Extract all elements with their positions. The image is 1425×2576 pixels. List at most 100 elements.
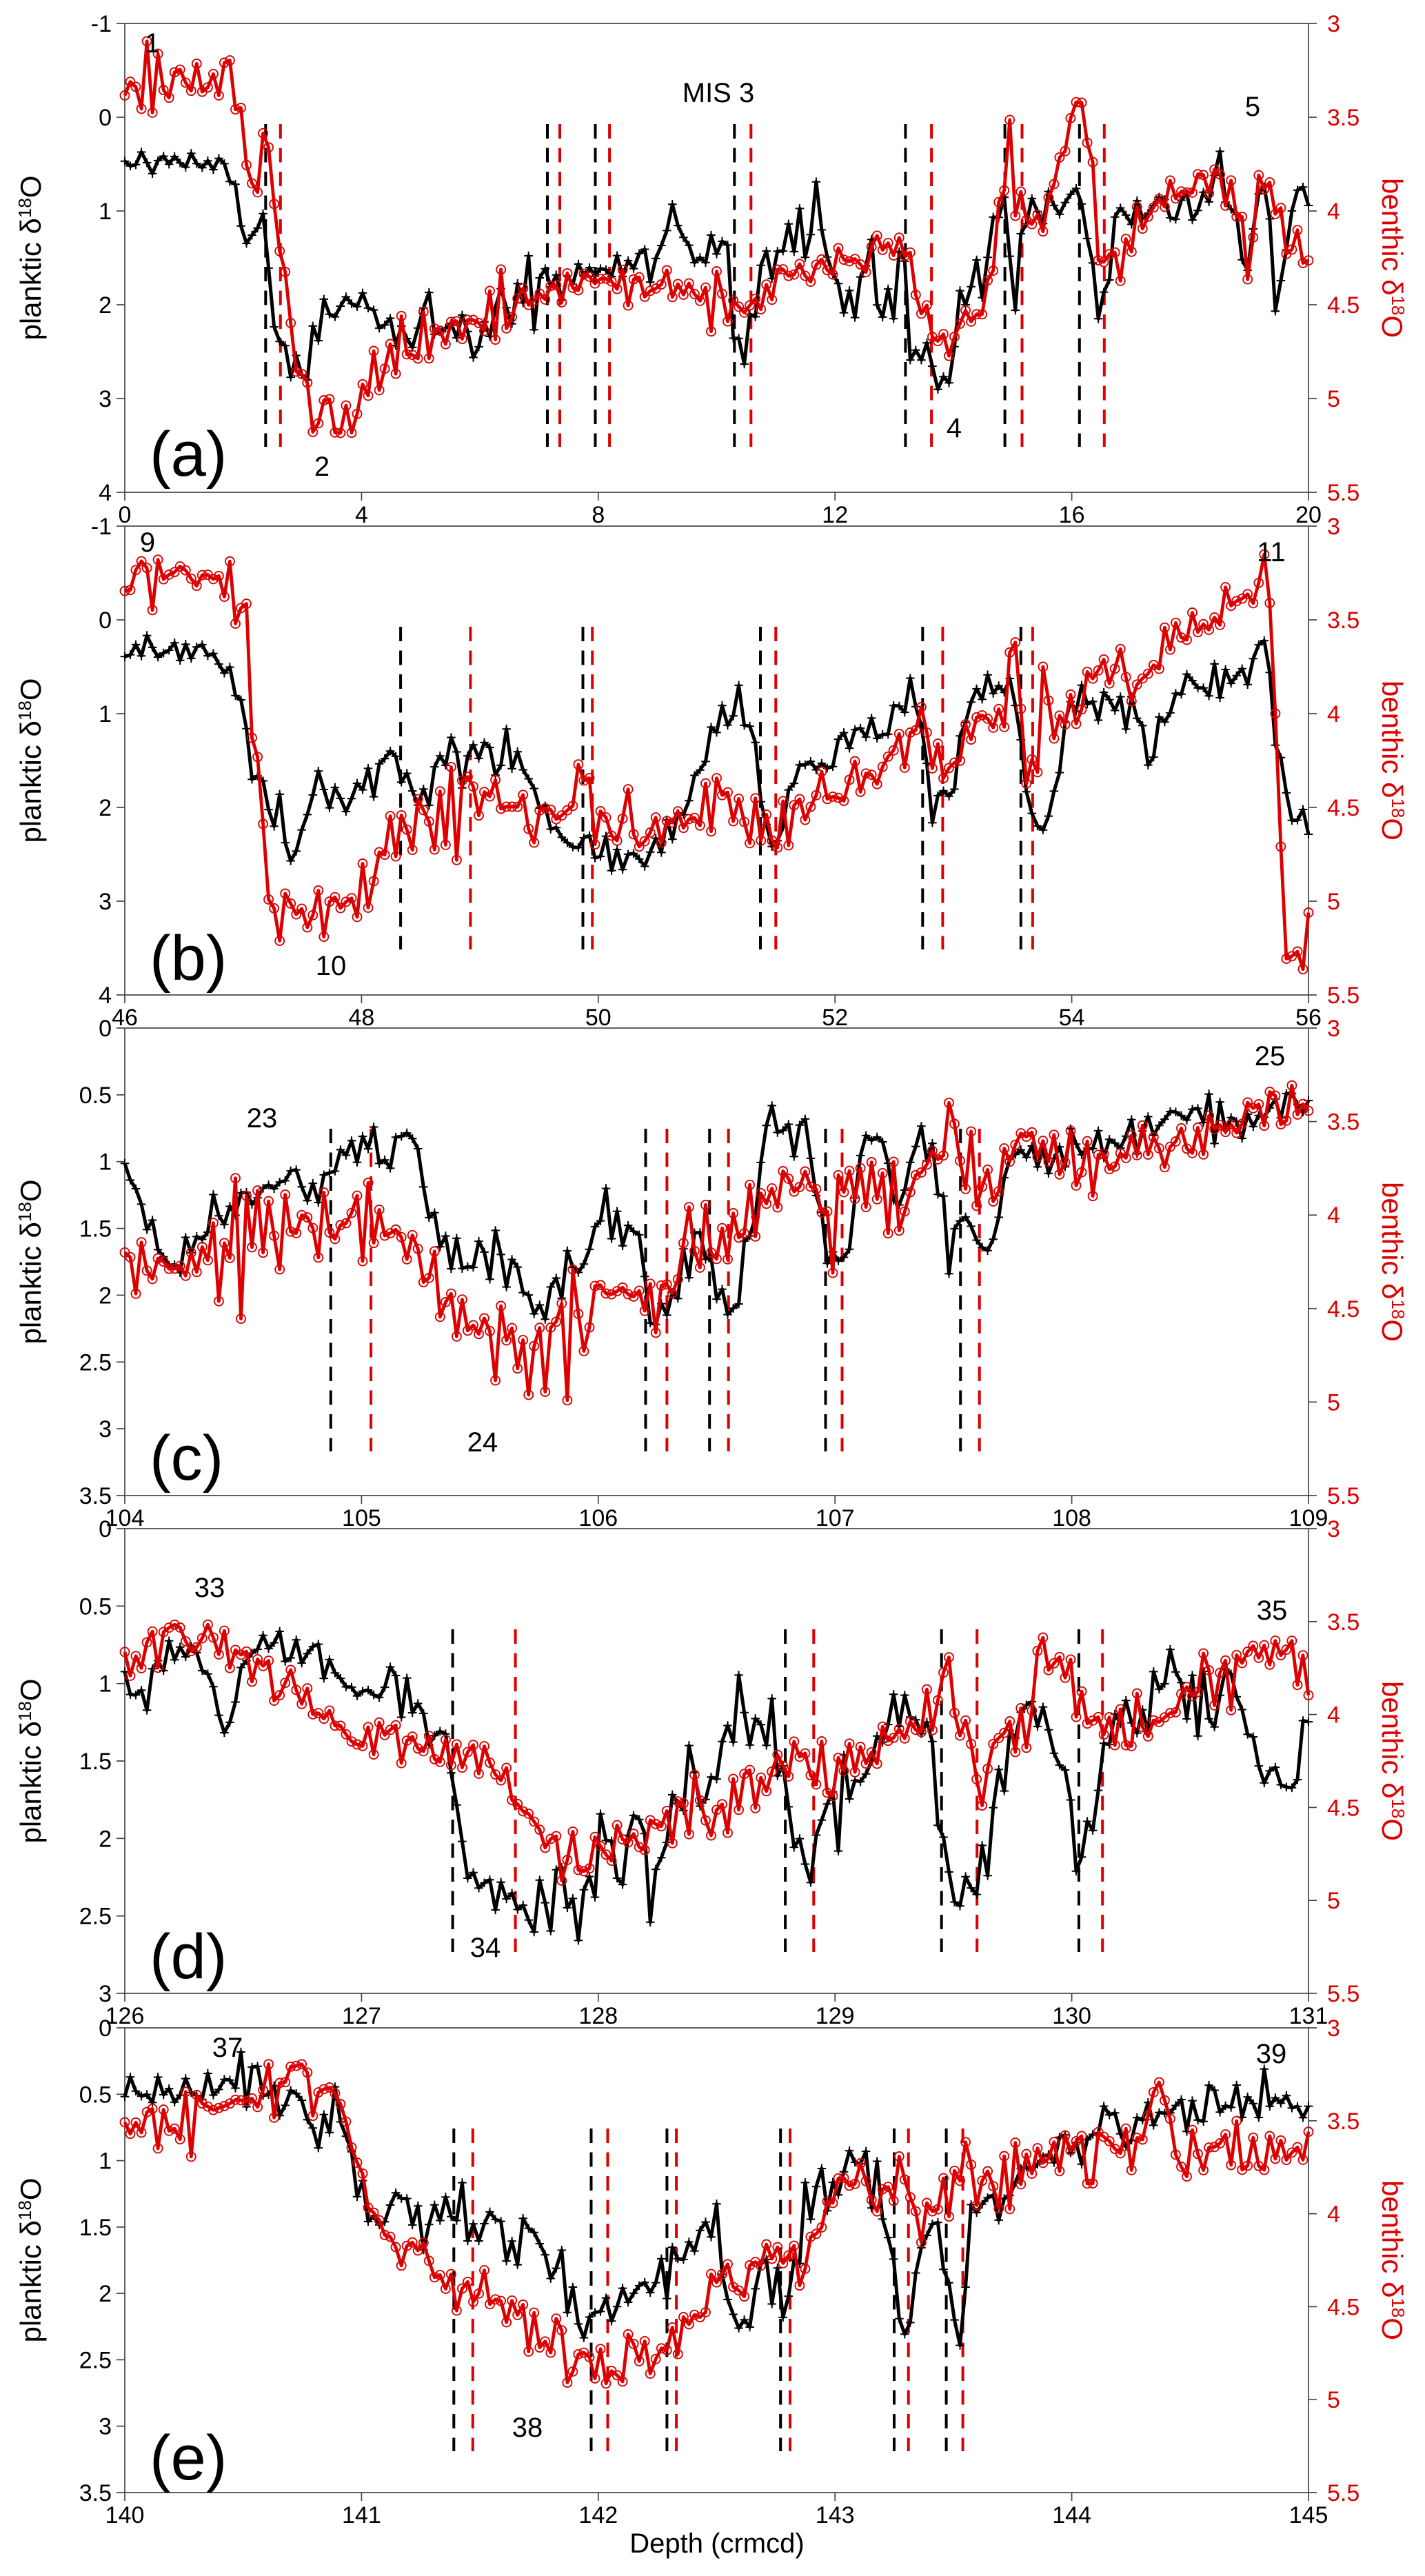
svg-text:4: 4 <box>99 983 112 1009</box>
svg-text:3: 3 <box>1327 1516 1340 1542</box>
svg-text:0: 0 <box>119 502 132 528</box>
svg-text:104: 104 <box>105 1505 145 1531</box>
svg-text:4: 4 <box>1327 2202 1340 2228</box>
svg-text:0: 0 <box>99 1516 112 1542</box>
svg-text:2: 2 <box>99 292 112 319</box>
svg-text:107: 107 <box>816 1505 855 1531</box>
svg-text:2: 2 <box>314 452 330 482</box>
svg-text:(b): (b) <box>150 923 227 994</box>
svg-text:2: 2 <box>99 2281 112 2307</box>
svg-text:0.5: 0.5 <box>79 2082 112 2108</box>
svg-text:MIS 3: MIS 3 <box>683 78 754 108</box>
svg-text:1: 1 <box>99 2149 112 2175</box>
svg-text:3: 3 <box>1327 2015 1340 2042</box>
svg-text:5: 5 <box>1245 92 1260 122</box>
svg-text:52: 52 <box>822 1005 848 1031</box>
svg-text:2.5: 2.5 <box>79 1904 112 1930</box>
svg-text:108: 108 <box>1052 1505 1091 1531</box>
svg-text:5.5: 5.5 <box>1327 480 1360 506</box>
svg-text:3.5: 3.5 <box>79 1483 112 1509</box>
svg-text:0.5: 0.5 <box>79 1083 112 1109</box>
svg-text:5.5: 5.5 <box>1327 1483 1360 1509</box>
svg-text:54: 54 <box>1059 1005 1085 1031</box>
svg-text:3: 3 <box>1327 11 1340 37</box>
svg-text:4: 4 <box>1327 701 1340 727</box>
svg-text:benthic δ18O: benthic δ18O <box>1376 178 1408 338</box>
svg-text:planktic δ18O: planktic δ18O <box>14 2177 47 2342</box>
svg-text:34: 34 <box>470 1933 501 1963</box>
svg-text:50: 50 <box>585 1005 612 1031</box>
svg-text:(a): (a) <box>150 419 227 490</box>
svg-text:4.5: 4.5 <box>1327 1296 1360 1322</box>
svg-text:5.5: 5.5 <box>1327 983 1360 1009</box>
svg-text:39: 39 <box>1256 2039 1287 2069</box>
svg-text:(e): (e) <box>150 2423 227 2493</box>
svg-text:benthic δ18O: benthic δ18O <box>1376 1681 1408 1841</box>
svg-text:3: 3 <box>99 1981 112 2007</box>
svg-text:4.5: 4.5 <box>1327 2294 1360 2320</box>
svg-text:9: 9 <box>140 527 155 558</box>
svg-text:3.5: 3.5 <box>79 2480 112 2506</box>
svg-text:16: 16 <box>1059 502 1085 528</box>
svg-text:3.5: 3.5 <box>1327 105 1360 131</box>
svg-text:1.5: 1.5 <box>79 1749 112 1775</box>
svg-text:128: 128 <box>578 2003 618 2029</box>
svg-text:145: 145 <box>1289 2502 1328 2528</box>
svg-text:5: 5 <box>1327 386 1340 412</box>
svg-text:25: 25 <box>1255 1041 1286 1071</box>
svg-text:4.5: 4.5 <box>1327 795 1360 821</box>
svg-text:1: 1 <box>99 1149 112 1176</box>
svg-text:0.5: 0.5 <box>79 1593 112 1620</box>
svg-text:1.5: 1.5 <box>79 2215 112 2241</box>
svg-text:130: 130 <box>1052 2003 1091 2029</box>
svg-text:3: 3 <box>99 889 112 915</box>
svg-text:23: 23 <box>247 1103 278 1134</box>
svg-text:5: 5 <box>1327 1389 1340 1416</box>
svg-text:4: 4 <box>1327 1702 1340 1729</box>
svg-text:140: 140 <box>105 2502 145 2528</box>
svg-text:5: 5 <box>1327 2387 1340 2413</box>
svg-text:4: 4 <box>947 413 962 443</box>
svg-text:0: 0 <box>99 607 112 634</box>
svg-text:4: 4 <box>1327 1203 1340 1229</box>
svg-text:3: 3 <box>1327 1016 1340 1042</box>
svg-text:0: 0 <box>99 1016 112 1042</box>
svg-text:3: 3 <box>1327 514 1340 540</box>
svg-text:109: 109 <box>1289 1505 1328 1531</box>
svg-text:3: 3 <box>99 2414 112 2440</box>
svg-text:1: 1 <box>145 28 160 59</box>
svg-text:2: 2 <box>99 1826 112 1852</box>
svg-text:(d): (d) <box>150 1922 227 1992</box>
svg-text:11: 11 <box>1257 537 1286 567</box>
svg-text:1: 1 <box>99 1671 112 1698</box>
svg-text:12: 12 <box>822 502 848 528</box>
svg-text:35: 35 <box>1257 1596 1288 1626</box>
svg-text:56: 56 <box>1295 1005 1322 1031</box>
svg-text:48: 48 <box>348 1005 374 1031</box>
svg-text:3.5: 3.5 <box>1327 2109 1360 2135</box>
svg-text:-1: -1 <box>91 11 112 37</box>
svg-text:5: 5 <box>1327 889 1340 915</box>
svg-text:0: 0 <box>99 2015 112 2042</box>
svg-text:5.5: 5.5 <box>1327 2480 1360 2506</box>
svg-text:4.5: 4.5 <box>1327 1795 1360 1821</box>
svg-text:4: 4 <box>355 502 368 528</box>
svg-text:1.5: 1.5 <box>79 1216 112 1242</box>
svg-text:3: 3 <box>99 386 112 412</box>
svg-text:38: 38 <box>512 2413 543 2443</box>
svg-text:2: 2 <box>99 795 112 821</box>
svg-text:144: 144 <box>1052 2502 1091 2528</box>
svg-text:24: 24 <box>467 1427 498 1458</box>
svg-text:4.5: 4.5 <box>1327 292 1360 319</box>
svg-text:1: 1 <box>99 701 112 727</box>
svg-text:-1: -1 <box>91 514 112 540</box>
svg-text:10: 10 <box>316 951 347 981</box>
svg-text:3.5: 3.5 <box>1327 1109 1360 1136</box>
svg-text:4: 4 <box>1327 199 1340 225</box>
svg-text:3: 3 <box>99 1416 112 1442</box>
svg-text:127: 127 <box>342 2003 381 2029</box>
svg-text:2.5: 2.5 <box>79 1349 112 1376</box>
svg-text:2.5: 2.5 <box>79 2347 112 2373</box>
svg-text:131: 131 <box>1289 2003 1328 2029</box>
svg-text:142: 142 <box>578 2502 618 2528</box>
